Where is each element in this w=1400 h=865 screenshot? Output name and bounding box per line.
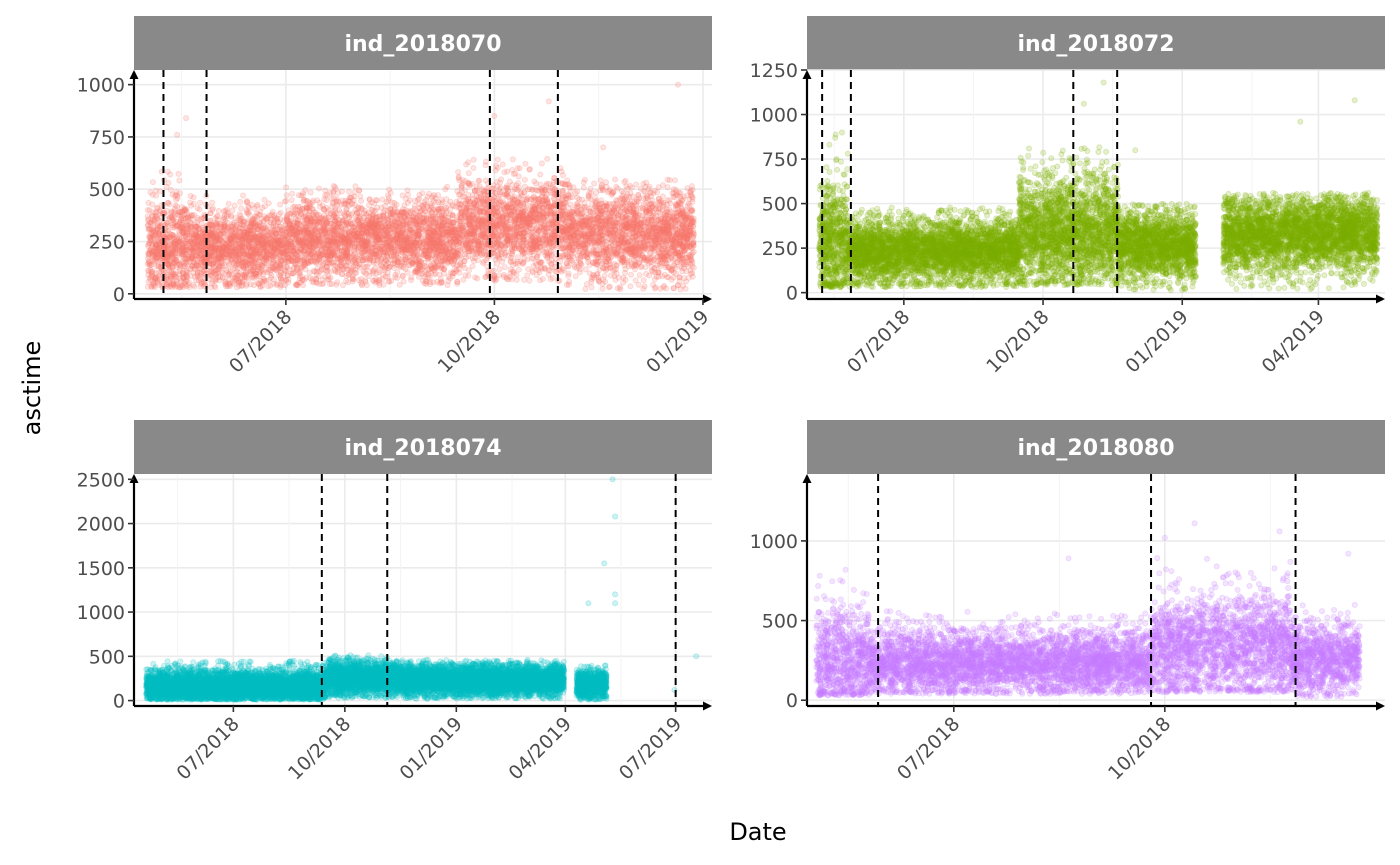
data-point (168, 172, 173, 177)
data-point (150, 202, 155, 207)
data-point (177, 220, 182, 225)
data-point (150, 180, 155, 185)
data-point (180, 270, 185, 275)
data-point (208, 211, 213, 216)
data-point (166, 250, 171, 255)
data-point (158, 224, 163, 229)
data-point (155, 206, 160, 211)
data-point (166, 262, 171, 267)
data-point (196, 259, 201, 264)
data-point (191, 201, 196, 206)
data-point (271, 281, 276, 286)
data-point (158, 265, 163, 270)
data-point (238, 199, 243, 204)
data-point (153, 210, 158, 215)
data-point (146, 226, 151, 231)
data-point (176, 239, 181, 244)
data-point (169, 274, 174, 279)
data-point (216, 208, 221, 213)
data-point (258, 285, 263, 290)
data-point (145, 214, 150, 219)
data-point (210, 200, 215, 205)
data-point (168, 242, 173, 247)
data-point (148, 268, 153, 273)
data-point (222, 212, 227, 217)
data-point (278, 202, 283, 207)
data-point (233, 270, 238, 275)
data-point (164, 184, 169, 189)
data-point (215, 217, 220, 222)
data-point (167, 202, 172, 207)
data-point (254, 204, 259, 209)
data-point (239, 206, 244, 211)
data-point (176, 171, 181, 176)
data-point (159, 256, 164, 261)
data-point (173, 284, 178, 289)
data-point (156, 232, 161, 237)
data-point (177, 210, 182, 215)
data-point (213, 285, 218, 290)
data-point (173, 192, 178, 197)
data-point (266, 201, 271, 206)
data-point (149, 262, 154, 267)
data-point (182, 241, 187, 246)
data-point (154, 271, 159, 276)
data-point (230, 208, 235, 213)
data-point (150, 192, 155, 197)
data-point (210, 278, 215, 283)
data-point (240, 193, 245, 198)
data-points (145, 82, 696, 292)
data-point (171, 233, 176, 238)
data-point (191, 270, 196, 275)
data-point (149, 284, 154, 289)
data-point (169, 209, 174, 214)
data-point (184, 284, 189, 289)
data-point (182, 261, 187, 266)
data-point (164, 220, 169, 225)
data-point (232, 203, 237, 208)
data-point (192, 284, 197, 289)
data-point (260, 205, 265, 210)
data-point (148, 221, 153, 226)
data-point (182, 208, 187, 213)
data-point (164, 255, 169, 260)
data-point (155, 216, 160, 221)
data-point (198, 200, 203, 205)
data-point (177, 178, 182, 183)
data-point (174, 255, 179, 260)
data-point (244, 198, 249, 203)
data-point (189, 213, 194, 218)
data-point (237, 212, 242, 217)
data-point (173, 246, 178, 251)
facet-strip-label: ind_2018070 (344, 32, 501, 57)
data-point (149, 247, 154, 252)
data-point (153, 243, 158, 248)
data-point (147, 208, 152, 213)
data-point (179, 283, 184, 288)
data-point (150, 231, 155, 236)
data-point (180, 252, 185, 257)
